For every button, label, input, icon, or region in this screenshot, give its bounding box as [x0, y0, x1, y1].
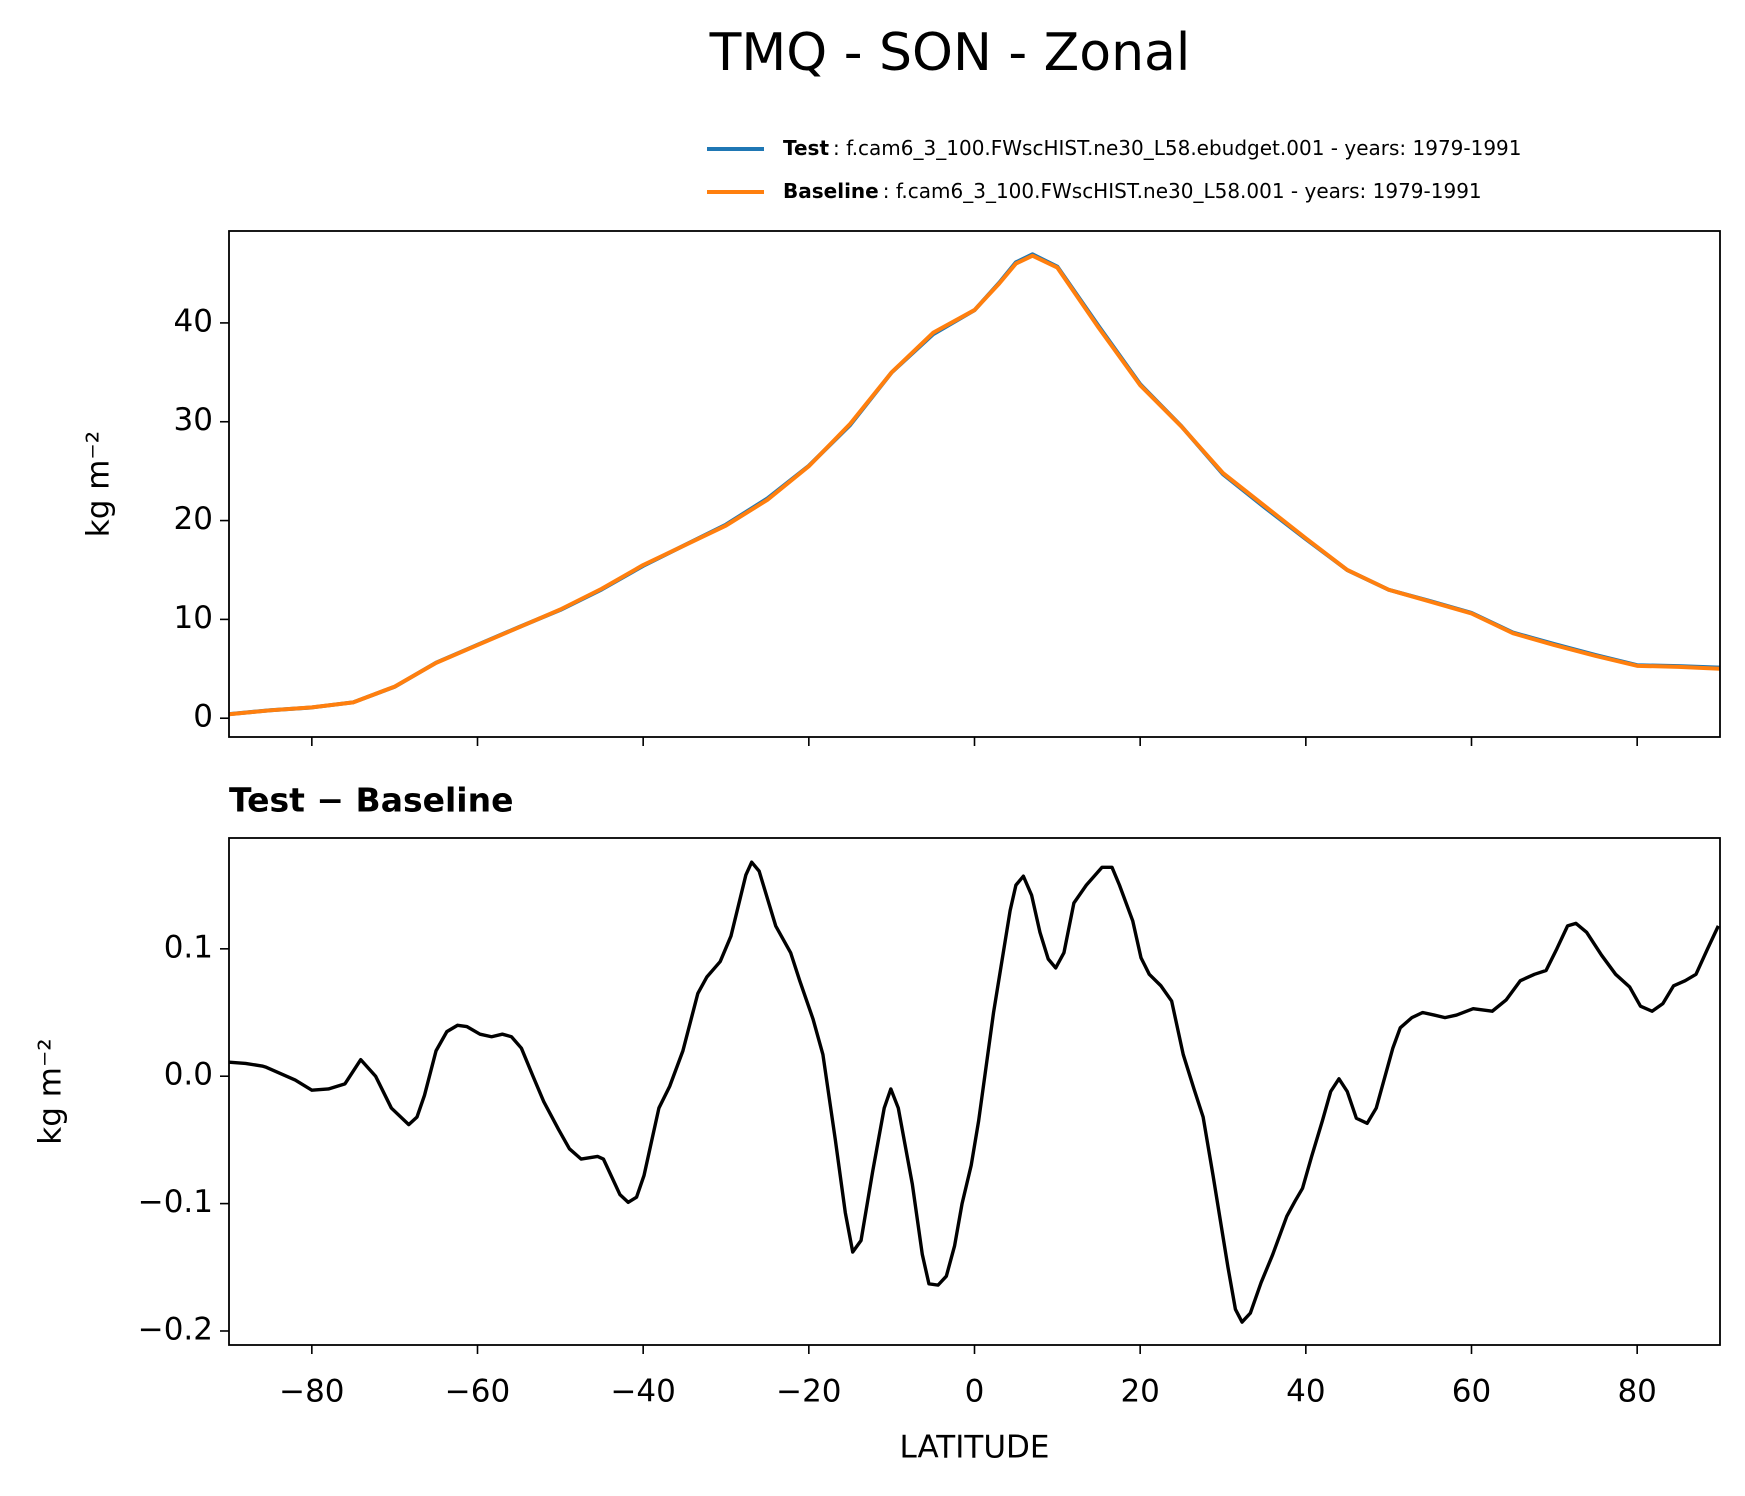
y-tick-label: −0.1 — [138, 1184, 213, 1220]
x-tick-label: 80 — [1617, 1374, 1656, 1410]
x-tick-label: −20 — [776, 1374, 841, 1410]
y-tick-label: 0 — [193, 699, 213, 735]
y-axis-label: kg m⁻² — [33, 1038, 69, 1144]
legend-name: Baseline — [783, 179, 879, 203]
subplot-title: Test − Baseline — [229, 781, 514, 820]
axes-frame — [228, 230, 1721, 738]
series-line — [229, 860, 1720, 1324]
series-line — [229, 253, 1720, 717]
x-tick-label: 40 — [1286, 1374, 1325, 1410]
x-tick-label: 60 — [1452, 1374, 1491, 1410]
x-tick-label: −60 — [445, 1374, 510, 1410]
x-tick-label: 20 — [1120, 1374, 1159, 1410]
axes-frame — [228, 837, 1721, 1346]
y-tick-label: 0.1 — [164, 929, 213, 965]
y-tick-label: 10 — [174, 600, 213, 636]
chart-title: TMQ - SON - Zonal — [709, 23, 1191, 83]
legend-detail: : f.cam6_3_100.FWscHIST.ne30_L58.001 - y… — [883, 179, 1482, 203]
y-tick-label: −0.2 — [138, 1311, 213, 1347]
x-axis-label: LATITUDE — [900, 1430, 1050, 1466]
x-tick-label: −40 — [610, 1374, 675, 1410]
x-tick-label: 0 — [965, 1374, 985, 1410]
legend-name: Test — [783, 136, 829, 160]
y-tick-label: 30 — [174, 402, 213, 438]
legend-detail: : f.cam6_3_100.FWscHIST.ne30_L58.ebudget… — [833, 136, 1522, 160]
series-line — [229, 252, 1720, 717]
legend-entry: Test: f.cam6_3_100.FWscHIST.ne30_L58.ebu… — [783, 136, 1522, 160]
x-tick-label: −80 — [279, 1374, 344, 1410]
y-tick-label: 0.0 — [164, 1057, 213, 1093]
y-tick-label: 40 — [174, 303, 213, 339]
y-tick-label: 20 — [174, 501, 213, 537]
y-axis-label: kg m⁻² — [81, 431, 117, 537]
legend-entry: Baseline: f.cam6_3_100.FWscHIST.ne30_L58… — [783, 179, 1482, 203]
